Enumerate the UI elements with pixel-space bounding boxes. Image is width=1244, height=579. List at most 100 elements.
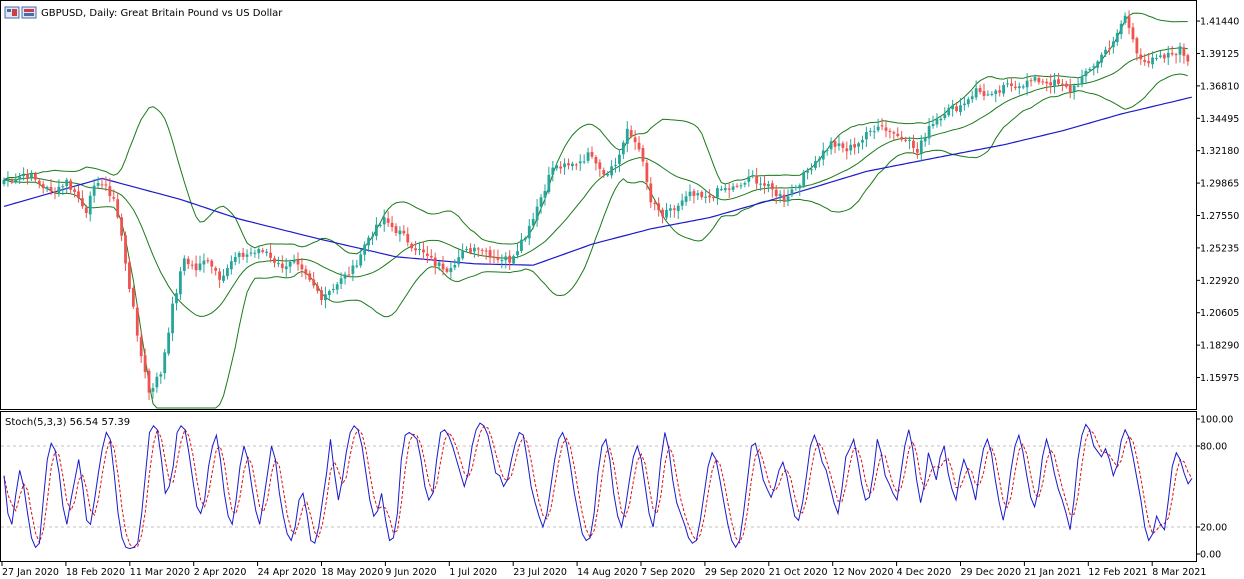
time-axis-label: 7 Sep 2020: [641, 567, 695, 578]
candle-body: [339, 278, 343, 284]
candle: [994, 88, 998, 103]
candle-body: [735, 185, 739, 187]
candle: [155, 372, 159, 393]
candle-body: [375, 224, 378, 236]
candle-body: [218, 271, 221, 280]
candle-body: [120, 217, 123, 236]
chart-title: GBPUSD, Daily: Great Britain Pound vs US…: [41, 8, 283, 19]
candle: [986, 90, 990, 97]
candle: [186, 256, 190, 269]
candle: [175, 288, 178, 311]
candle-body: [778, 194, 782, 197]
candle-body: [128, 262, 131, 289]
candle-body: [606, 173, 610, 176]
candle-body: [61, 186, 65, 188]
candle: [1166, 45, 1170, 65]
candle-body: [280, 263, 284, 268]
candle-body: [69, 180, 73, 190]
candle: [845, 141, 849, 160]
candle-body: [437, 262, 441, 266]
candle-body: [194, 263, 198, 271]
candle-body: [790, 189, 794, 196]
candle-body: [233, 256, 237, 262]
candle-body: [331, 288, 335, 291]
candle: [492, 249, 496, 264]
candle-body: [10, 179, 14, 182]
candle: [116, 192, 120, 219]
candle-body: [594, 156, 598, 164]
candle: [257, 245, 261, 259]
candle: [1025, 73, 1029, 96]
time-axis-label: 18 Feb 2020: [66, 567, 125, 578]
candle: [45, 185, 49, 193]
candle: [751, 170, 755, 179]
candle: [269, 244, 272, 263]
candle-body: [974, 88, 978, 98]
candle-body: [1127, 16, 1131, 28]
candle-body: [363, 244, 367, 255]
candle-body: [1178, 46, 1182, 55]
time-axis-label: 21 Oct 2020: [769, 567, 828, 578]
candle: [300, 258, 304, 278]
candle: [661, 207, 664, 224]
candle: [198, 255, 202, 272]
candle: [896, 127, 900, 138]
candle-body: [41, 184, 45, 189]
candle-body: [1162, 54, 1166, 59]
candle: [672, 205, 676, 218]
time-axis-label: 23 Jul 2020: [513, 567, 567, 578]
candle-body: [167, 332, 171, 354]
candle: [1182, 43, 1186, 64]
candle: [598, 159, 602, 177]
candle-body: [496, 256, 500, 260]
candle: [296, 252, 300, 271]
candle: [998, 85, 1002, 97]
chart-window-icon-2[interactable]: [21, 6, 37, 19]
candle: [1108, 40, 1111, 55]
candle-body: [284, 266, 288, 270]
candle-body: [324, 294, 327, 301]
candle: [1092, 63, 1096, 76]
candle: [735, 183, 739, 189]
candle-body: [998, 90, 1002, 93]
candle-body: [135, 307, 139, 336]
candle: [65, 177, 69, 194]
candle: [229, 255, 233, 275]
candle: [182, 255, 186, 276]
candle-body: [229, 261, 233, 270]
candle-body: [1080, 76, 1084, 85]
candle-body: [465, 249, 468, 251]
candle-body: [226, 268, 229, 277]
candle-body: [915, 148, 919, 153]
candle: [292, 254, 296, 265]
candle-body: [629, 130, 633, 137]
price-axis-label: 1.29865: [1200, 179, 1239, 190]
candle-body: [484, 250, 488, 252]
candle-body: [602, 170, 606, 175]
candle: [206, 257, 210, 264]
candle: [1045, 78, 1049, 92]
candle-body: [641, 147, 645, 162]
candle-body: [527, 225, 531, 239]
candle-body: [845, 148, 849, 152]
candle: [210, 259, 214, 274]
candle: [927, 118, 931, 146]
candle: [574, 162, 578, 170]
candle-body: [574, 164, 578, 166]
chart-window-icon[interactable]: [4, 6, 20, 19]
candle-body: [182, 258, 186, 271]
candle-body: [163, 352, 167, 374]
candle-body: [935, 119, 939, 125]
candle-body: [355, 265, 359, 267]
candle: [716, 185, 719, 205]
candle: [500, 254, 504, 269]
candle-body: [139, 337, 143, 357]
candle: [508, 250, 512, 270]
candle-body: [296, 259, 300, 265]
candle-body: [810, 169, 813, 171]
candle-body: [457, 257, 461, 265]
candle: [1155, 54, 1158, 61]
candle: [767, 180, 770, 193]
